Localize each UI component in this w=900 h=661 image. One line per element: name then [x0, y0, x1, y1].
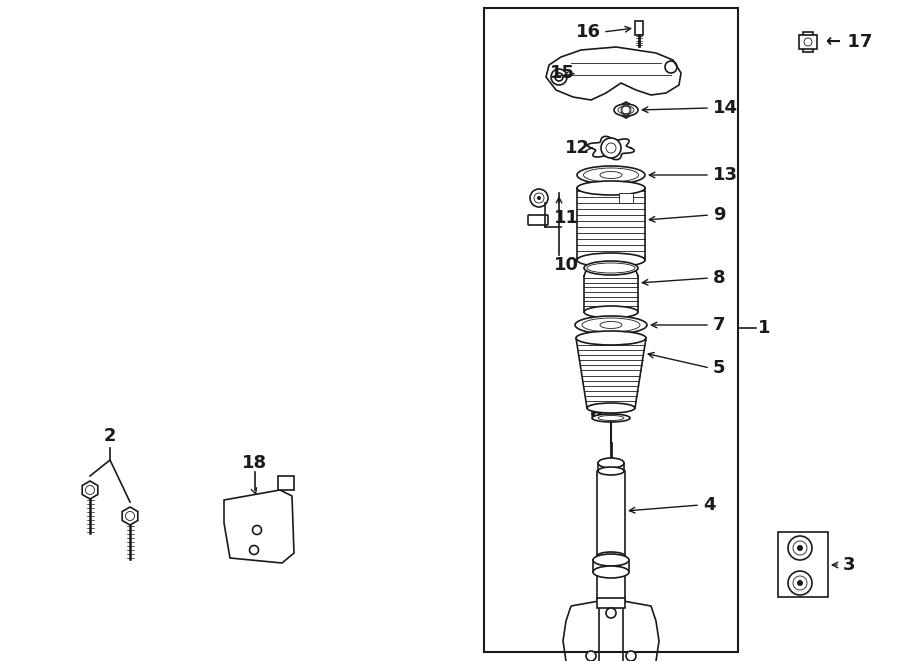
- Bar: [278, 476, 294, 490]
- Bar: [484, 8, 738, 652]
- Ellipse shape: [598, 467, 624, 475]
- Text: 10: 10: [554, 256, 579, 274]
- Circle shape: [797, 580, 803, 586]
- Text: 8: 8: [713, 269, 725, 287]
- Circle shape: [626, 651, 636, 661]
- Ellipse shape: [593, 566, 629, 578]
- Bar: [635, 21, 643, 35]
- Ellipse shape: [584, 306, 638, 318]
- Ellipse shape: [598, 458, 624, 468]
- Circle shape: [788, 571, 812, 595]
- Ellipse shape: [577, 253, 645, 267]
- FancyBboxPatch shape: [528, 215, 548, 225]
- Text: 6: 6: [590, 406, 602, 424]
- Circle shape: [601, 138, 621, 158]
- Ellipse shape: [592, 414, 630, 422]
- Ellipse shape: [614, 104, 638, 116]
- Text: 9: 9: [713, 206, 725, 224]
- Ellipse shape: [577, 166, 645, 184]
- Text: 16: 16: [576, 23, 601, 41]
- Text: 14: 14: [713, 99, 738, 117]
- Text: 11: 11: [554, 209, 579, 227]
- Text: 12: 12: [565, 139, 590, 157]
- Bar: [597, 598, 625, 608]
- Text: 18: 18: [242, 454, 267, 472]
- Text: ← 17: ← 17: [826, 33, 872, 51]
- Bar: [803, 32, 813, 52]
- Ellipse shape: [584, 261, 638, 275]
- Text: 3: 3: [843, 556, 856, 574]
- Ellipse shape: [575, 316, 647, 334]
- Bar: [619, 193, 633, 203]
- Ellipse shape: [597, 552, 625, 560]
- Ellipse shape: [582, 318, 640, 332]
- Ellipse shape: [577, 181, 645, 195]
- Polygon shape: [224, 490, 294, 563]
- Text: 7: 7: [713, 316, 725, 334]
- Ellipse shape: [583, 168, 638, 182]
- Bar: [799, 35, 817, 49]
- Ellipse shape: [576, 331, 646, 345]
- Circle shape: [788, 536, 812, 560]
- Circle shape: [797, 545, 803, 551]
- Text: 4: 4: [703, 496, 716, 514]
- Text: 15: 15: [550, 64, 575, 82]
- Text: 5: 5: [713, 359, 725, 377]
- Ellipse shape: [587, 403, 635, 413]
- Ellipse shape: [600, 171, 622, 178]
- Text: 13: 13: [713, 166, 738, 184]
- Ellipse shape: [600, 321, 622, 329]
- Text: 2: 2: [104, 427, 116, 445]
- Ellipse shape: [587, 263, 635, 273]
- Circle shape: [586, 651, 596, 661]
- Ellipse shape: [593, 554, 629, 566]
- Circle shape: [537, 196, 541, 200]
- Text: 1: 1: [758, 319, 770, 337]
- Circle shape: [530, 189, 548, 207]
- Circle shape: [606, 608, 616, 618]
- Ellipse shape: [598, 416, 624, 420]
- Bar: [778, 532, 828, 597]
